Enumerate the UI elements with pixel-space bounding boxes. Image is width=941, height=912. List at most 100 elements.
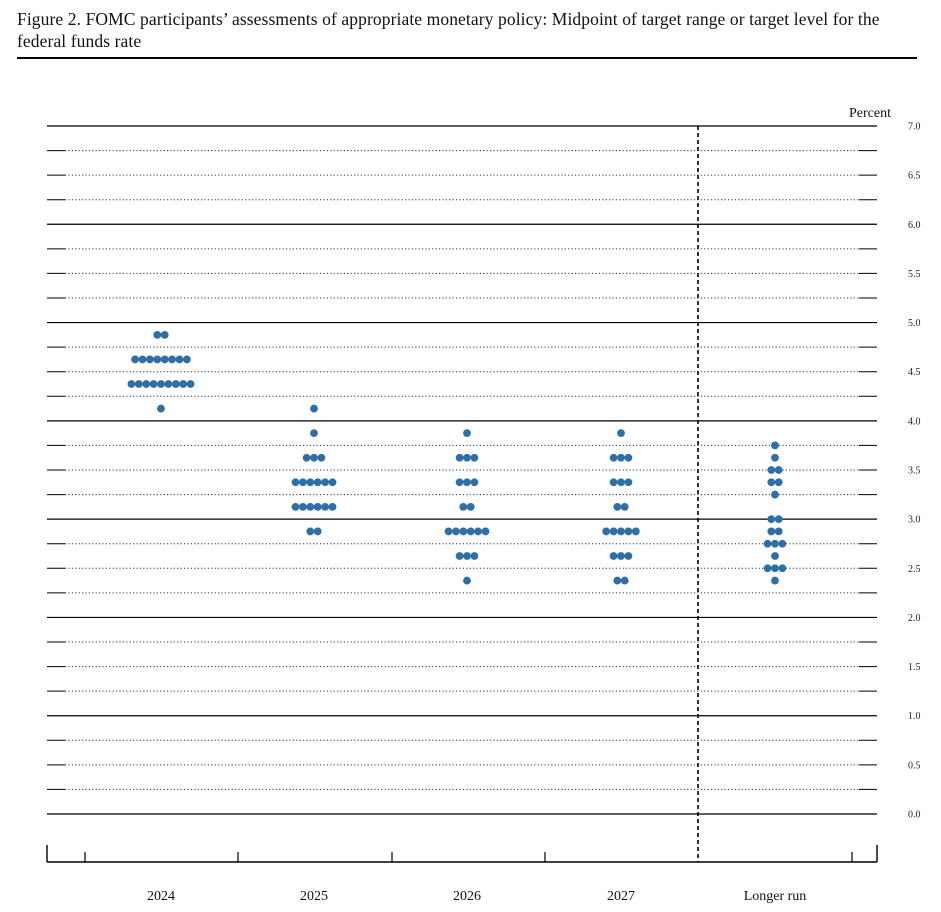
projection-dot <box>142 380 151 388</box>
y-tick-label: 2.5 <box>908 564 921 575</box>
projection-dot <box>609 478 618 487</box>
projection-dot <box>624 527 633 536</box>
projection-dot <box>463 453 471 462</box>
projection-dot <box>767 515 776 524</box>
projection-dot <box>302 453 311 462</box>
projection-dot <box>313 502 322 511</box>
projection-dot <box>474 527 482 536</box>
dots <box>127 330 787 585</box>
projection-dot <box>767 527 776 536</box>
projection-dot <box>455 453 464 462</box>
y-tick-label: 3.0 <box>908 515 921 526</box>
projection-dot <box>470 453 479 462</box>
projection-dot <box>771 441 779 450</box>
projection-dot <box>771 576 779 585</box>
projection-dot <box>602 527 611 536</box>
projection-dot <box>771 552 779 560</box>
projection-dot <box>291 478 300 487</box>
projection-dot <box>778 564 787 573</box>
projection-dot <box>463 552 471 560</box>
projection-dot <box>778 539 787 548</box>
projection-dot <box>631 527 640 536</box>
projection-dot <box>771 539 779 548</box>
y-tick-label: 1.5 <box>908 662 921 673</box>
y-tick-label: 1.0 <box>908 711 921 722</box>
projection-dot <box>168 355 177 364</box>
projection-dot <box>466 502 475 511</box>
projection-dot <box>617 478 625 487</box>
projection-dot <box>310 453 318 462</box>
projection-dot <box>613 502 622 511</box>
y-tick-label: 4.5 <box>908 367 921 378</box>
projection-dot <box>171 380 180 388</box>
projection-dot <box>186 380 195 388</box>
projection-dot <box>444 527 453 536</box>
projection-dot <box>463 576 471 585</box>
axes: 0.0 0.5 1.0 1.5 2.0 2.5 3.0 3.5 4.0 4.5 5.0 5.5 6.0 6… <box>46 122 921 904</box>
projection-dot <box>624 552 633 560</box>
projection-dot <box>774 527 783 536</box>
projection-dot <box>763 564 772 573</box>
projection-dot <box>774 466 783 474</box>
projection-dot <box>153 355 162 364</box>
x-tick-label: 2025 <box>300 889 328 904</box>
projection-dot <box>459 502 468 511</box>
projection-dot <box>624 453 633 462</box>
projection-dot <box>175 355 184 364</box>
projection-dot <box>617 429 625 438</box>
x-tick-label: 2024 <box>147 889 175 904</box>
projection-dot <box>455 552 464 560</box>
projection-dot <box>321 478 329 487</box>
projection-dot <box>613 576 622 585</box>
projection-dot <box>455 478 464 487</box>
y-tick-label: 5.5 <box>908 269 921 280</box>
projection-dot <box>624 478 633 487</box>
projection-dot <box>164 380 173 388</box>
projection-dot <box>617 453 625 462</box>
y-tick-label: 6.5 <box>908 171 921 182</box>
projection-dot <box>481 527 490 536</box>
projection-dot <box>317 453 326 462</box>
projection-dot <box>466 527 475 536</box>
projection-dot <box>771 490 779 499</box>
projection-dot <box>149 380 158 388</box>
projection-dot <box>160 330 169 339</box>
projection-dot <box>131 355 140 364</box>
x-tick-label: 2027 <box>607 889 635 904</box>
projection-dot <box>771 564 779 573</box>
y-tick-label: 0.0 <box>908 810 921 821</box>
projection-dot <box>459 527 468 536</box>
projection-dot <box>617 552 625 560</box>
projection-dot <box>153 330 162 339</box>
projection-dot <box>299 502 307 511</box>
projection-dot <box>146 355 154 364</box>
projection-dot <box>620 576 629 585</box>
y-tick-label: 2.0 <box>908 613 921 624</box>
projection-dot <box>160 355 169 364</box>
projection-dot <box>470 478 479 487</box>
x-tick-label: 2026 <box>453 889 481 904</box>
projection-dot <box>313 527 322 536</box>
title-rule <box>17 57 917 59</box>
projection-dot <box>157 404 165 413</box>
projection-dot <box>328 502 337 511</box>
projection-dot <box>609 527 618 536</box>
projection-dot <box>620 502 629 511</box>
y-tick-label: 0.5 <box>908 760 921 771</box>
projection-dot <box>617 527 625 536</box>
y-tick-label: 5.0 <box>908 318 921 329</box>
x-tick-label: Longer run <box>744 889 807 904</box>
projection-dot <box>310 404 318 413</box>
projection-dot <box>306 502 315 511</box>
projection-dot <box>299 478 307 487</box>
projection-dot <box>328 478 337 487</box>
projection-dot <box>463 478 471 487</box>
projection-dot <box>306 527 315 536</box>
projection-dot <box>138 355 147 364</box>
projection-dot <box>452 527 460 536</box>
projection-dot <box>179 380 188 388</box>
projection-dot <box>767 466 776 474</box>
projection-dot <box>127 380 136 388</box>
projection-dot <box>306 478 315 487</box>
